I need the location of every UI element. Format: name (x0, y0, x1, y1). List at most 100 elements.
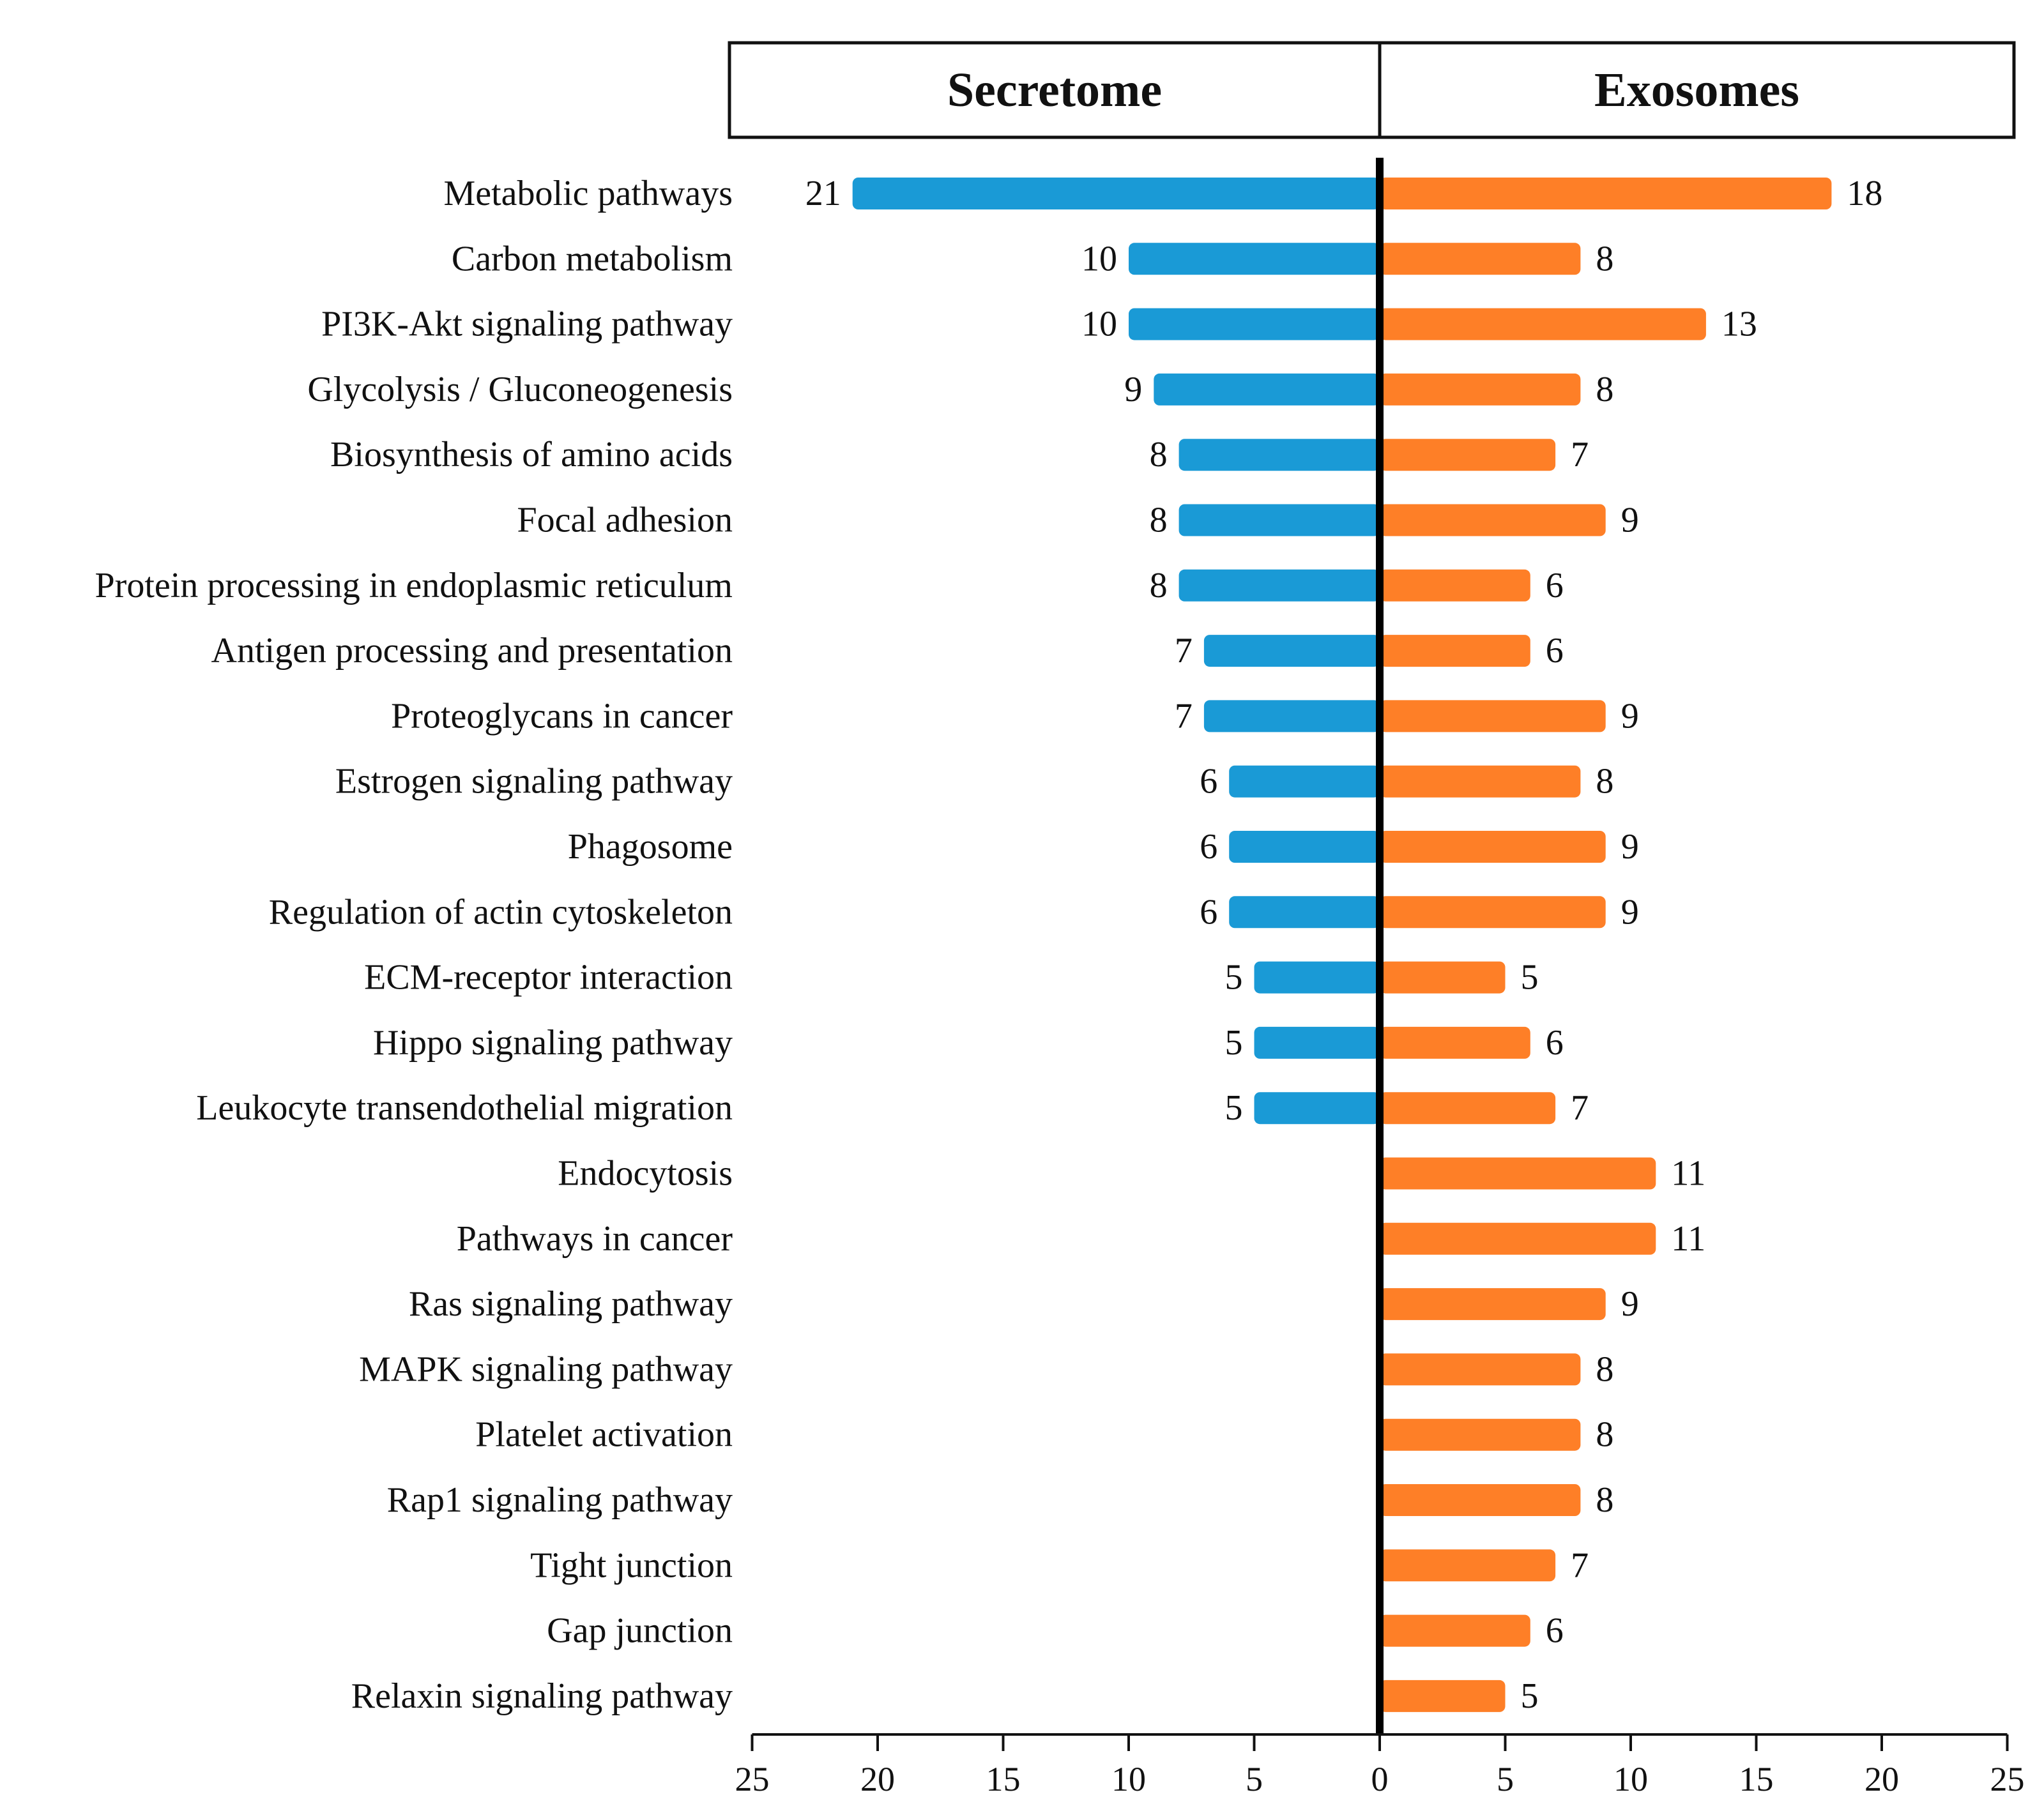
exosomes-bar-rap1-signaling-pathway (1380, 1484, 1581, 1516)
secretome-bar-antigen-processing-and-presentation (1203, 635, 1380, 667)
exosomes-bar-antigen-processing-and-presentation (1380, 635, 1530, 667)
exosomes-bar-mapk-signaling-pathway (1380, 1353, 1581, 1386)
exosomes-value-ras-signaling-pathway: 9 (1621, 1284, 1639, 1324)
x-tick-label: 15 (1739, 1760, 1774, 1798)
secretome-bar-estrogen-signaling-pathway (1229, 765, 1380, 798)
exosomes-header-label: Exosomes (1594, 63, 1799, 117)
exosomes-value-estrogen-signaling-pathway: 8 (1596, 762, 1613, 801)
secretome-value-leukocyte-transendothelial-migration: 5 (1225, 1088, 1243, 1128)
category-label-glycolysis-gluconeogenesis: Glycolysis / Gluconeogenesis (307, 370, 733, 409)
exosomes-value-leukocyte-transendothelial-migration: 7 (1571, 1088, 1589, 1128)
exosomes-bar-endocytosis (1380, 1157, 1656, 1190)
exosomes-value-focal-adhesion: 9 (1621, 501, 1639, 540)
exosomes-value-pathways-in-cancer: 11 (1671, 1219, 1705, 1259)
secretome-bar-phagosome (1229, 831, 1380, 863)
exosomes-bar-estrogen-signaling-pathway (1380, 765, 1581, 798)
x-tick-label: 15 (986, 1760, 1021, 1798)
category-label-metabolic-pathways: Metabolic pathways (443, 174, 733, 213)
exosomes-value-biosynthesis-of-amino-acids: 7 (1571, 435, 1589, 474)
category-label-proteoglycans-in-cancer: Proteoglycans in cancer (391, 696, 733, 736)
category-label-gap-junction: Gap junction (547, 1611, 733, 1651)
category-label-carbon-metabolism: Carbon metabolism (452, 239, 733, 278)
exosomes-value-mapk-signaling-pathway: 8 (1596, 1349, 1613, 1389)
exosomes-value-rap1-signaling-pathway: 8 (1596, 1480, 1613, 1520)
exosomes-value-antigen-processing-and-presentation: 6 (1546, 631, 1564, 671)
secretome-value-glycolysis-gluconeogenesis: 9 (1124, 370, 1142, 409)
category-label-antigen-processing-and-presentation: Antigen processing and presentation (211, 631, 733, 671)
category-label-leukocyte-transendothelial-migration: Leukocyte transendothelial migration (196, 1088, 733, 1128)
secretome-bar-biosynthesis-of-amino-acids (1178, 439, 1380, 471)
exosomes-bar-leukocyte-transendothelial-migration (1380, 1092, 1556, 1125)
secretome-value-metabolic-pathways: 21 (805, 174, 841, 213)
exosomes-bar-gap-junction (1380, 1614, 1530, 1647)
secretome-value-ecm-receptor-interaction: 5 (1225, 958, 1243, 998)
x-tick-label: 5 (1246, 1760, 1263, 1798)
secretome-bar-focal-adhesion (1178, 504, 1380, 536)
x-tick-label: 0 (1371, 1760, 1389, 1798)
category-label-phagosome: Phagosome (568, 827, 733, 867)
category-label-regulation-of-actin-cytoskeleton: Regulation of actin cytoskeleton (269, 892, 733, 932)
secretome-bar-leukocyte-transendothelial-migration (1254, 1092, 1380, 1125)
exosomes-bar-proteoglycans-in-cancer (1380, 700, 1606, 732)
secretome-bar-metabolic-pathways (852, 178, 1380, 209)
secretome-value-proteoglycans-in-cancer: 7 (1175, 696, 1193, 736)
category-label-platelet-activation: Platelet activation (475, 1415, 733, 1455)
exosomes-bar-metabolic-pathways (1380, 178, 1832, 209)
secretome-value-pi3k-akt-signaling-pathway: 10 (1081, 305, 1117, 344)
secretome-bar-ecm-receptor-interaction (1254, 961, 1380, 994)
exosomes-value-regulation-of-actin-cytoskeleton: 9 (1621, 892, 1639, 932)
secretome-header-box (728, 41, 1382, 139)
exosomes-value-carbon-metabolism: 8 (1596, 239, 1613, 278)
x-tick-label: 10 (1613, 1760, 1648, 1798)
exosomes-bars (1380, 178, 1832, 1712)
category-label-pathways-in-cancer: Pathways in cancer (457, 1219, 733, 1259)
category-label-tight-junction: Tight junction (530, 1545, 733, 1585)
exosomes-bar-pi3k-akt-signaling-pathway (1380, 308, 1706, 340)
secretome-bar-hippo-signaling-pathway (1254, 1026, 1380, 1059)
x-tick-label: 25 (735, 1760, 770, 1798)
exosomes-value-metabolic-pathways: 18 (1847, 174, 1882, 213)
secretome-value-estrogen-signaling-pathway: 6 (1200, 762, 1217, 801)
secretome-value-focal-adhesion: 8 (1150, 501, 1168, 540)
exosomes-bar-tight-junction (1380, 1549, 1556, 1582)
secretome-bar-carbon-metabolism (1129, 243, 1380, 275)
exosomes-value-hippo-signaling-pathway: 6 (1546, 1023, 1564, 1063)
secretome-bar-protein-processing-in-endoplasmic-reticulum (1178, 569, 1380, 602)
exosomes-bar-pathways-in-cancer (1380, 1222, 1656, 1255)
secretome-header-label: Secretome (947, 63, 1162, 117)
secretome-bar-pi3k-akt-signaling-pathway (1129, 308, 1380, 340)
secretome-bars (852, 178, 1380, 1125)
x-axis: 25 20 15 10 5 0 5 10 15 20 25 (735, 1733, 2025, 1798)
category-label-focal-adhesion: Focal adhesion (517, 501, 733, 540)
secretome-value-carbon-metabolism: 10 (1081, 239, 1117, 278)
exosomes-value-phagosome: 9 (1621, 827, 1639, 867)
exosomes-header-box (1378, 41, 2016, 139)
exosomes-bar-relaxin-signaling-pathway (1380, 1680, 1506, 1712)
secretome-value-phagosome: 6 (1200, 827, 1217, 867)
exosomes-value-endocytosis: 11 (1671, 1154, 1705, 1194)
x-tick-label: 25 (1990, 1760, 2025, 1798)
exosomes-bar-platelet-activation (1380, 1418, 1581, 1451)
exosomes-bar-protein-processing-in-endoplasmic-reticulum (1380, 569, 1530, 602)
secretome-value-protein-processing-in-endoplasmic-reticulum: 8 (1150, 566, 1168, 605)
exosomes-bar-regulation-of-actin-cytoskeleton (1380, 896, 1606, 929)
category-label-rap1-signaling-pathway: Rap1 signaling pathway (387, 1480, 733, 1520)
exosomes-bar-phagosome (1380, 831, 1606, 863)
exosomes-bar-glycolysis-gluconeogenesis (1380, 373, 1581, 406)
exosomes-bar-ras-signaling-pathway (1380, 1288, 1606, 1321)
x-tick-label: 10 (1111, 1760, 1146, 1798)
category-label-ras-signaling-pathway: Ras signaling pathway (409, 1284, 733, 1324)
x-tick-label: 20 (1865, 1760, 1899, 1798)
secretome-value-hippo-signaling-pathway: 5 (1225, 1023, 1243, 1063)
x-tick-label: 5 (1497, 1760, 1514, 1798)
category-label-relaxin-signaling-pathway: Relaxin signaling pathway (351, 1676, 733, 1716)
series-header-group: Secretome Exosomes (728, 41, 2016, 139)
category-label-hippo-signaling-pathway: Hippo signaling pathway (373, 1023, 733, 1063)
secretome-value-antigen-processing-and-presentation: 7 (1175, 631, 1193, 671)
category-label-mapk-signaling-pathway: MAPK signaling pathway (359, 1349, 733, 1389)
category-label-endocytosis: Endocytosis (558, 1154, 733, 1194)
exosomes-value-glycolysis-gluconeogenesis: 8 (1596, 370, 1613, 409)
secretome-value-biosynthesis-of-amino-acids: 8 (1150, 435, 1168, 474)
